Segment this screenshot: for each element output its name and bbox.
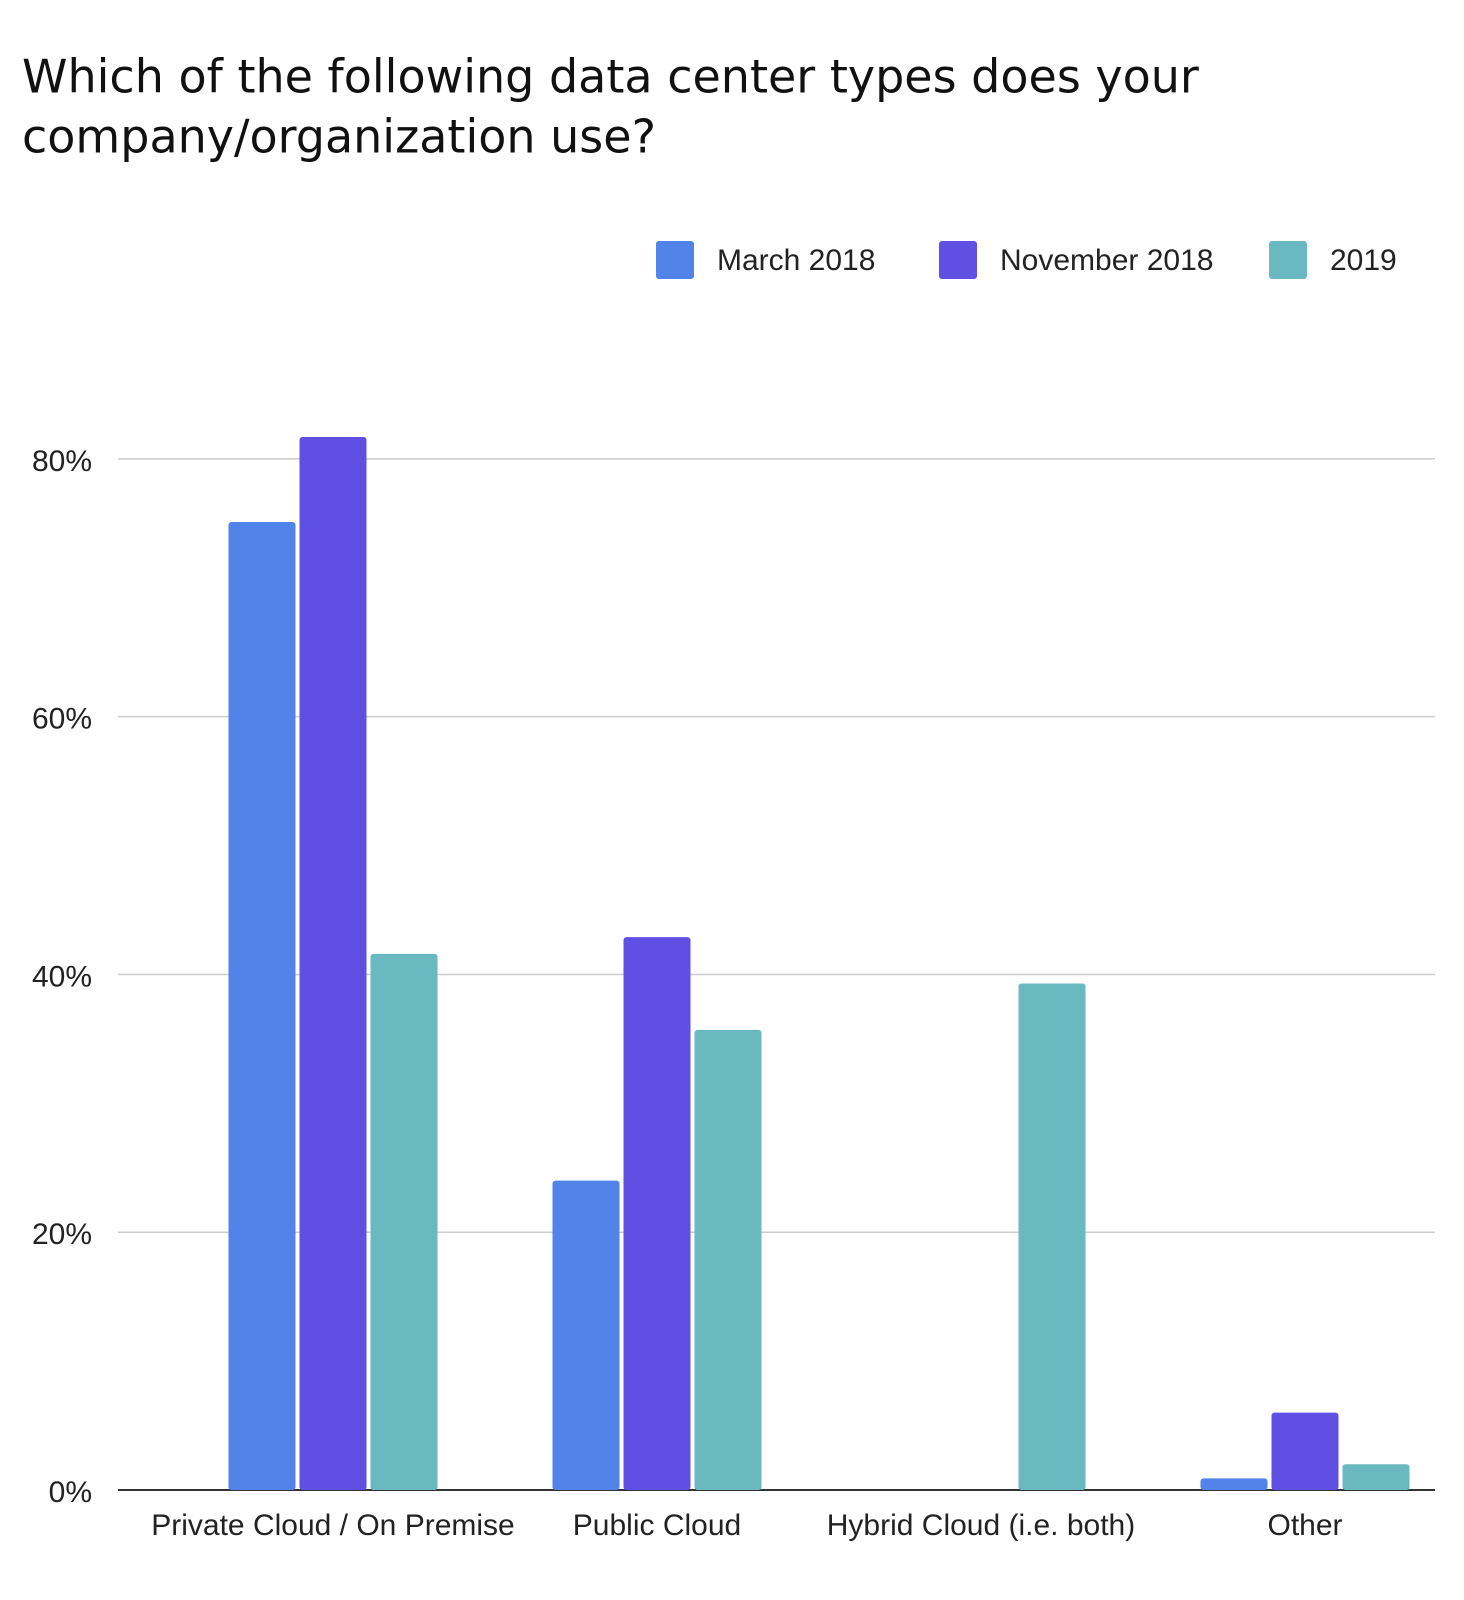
y-tick-label: 20% [32,1218,92,1251]
bar [1271,1412,1339,1490]
legend-label: March 2018 [717,244,875,277]
y-tick-label: 80% [32,445,92,478]
legend-swatch [939,241,977,279]
bar [1018,983,1086,1490]
y-tick-label: 40% [32,960,92,993]
bar [623,937,691,1490]
chart-title: Which of the following data center types… [22,50,1199,104]
y-tick-label: 60% [32,703,92,736]
x-tick-label: Private Cloud / On Premise [151,1509,514,1542]
x-tick-label: Hybrid Cloud (i.e. both) [827,1509,1135,1542]
bar [299,436,367,1490]
y-tick-label: 0% [49,1476,92,1509]
legend-swatch [656,241,694,279]
legend-label: November 2018 [1000,244,1213,277]
bar [370,953,438,1490]
bar [694,1029,762,1490]
bar [1342,1464,1410,1490]
legend-label: 2019 [1330,244,1397,277]
x-tick-label: Public Cloud [573,1509,741,1542]
legend-swatch [1269,241,1307,279]
bar [552,1180,620,1490]
chart-title: company/organization use? [22,110,656,164]
bar [1200,1478,1268,1490]
bar [228,522,296,1490]
x-tick-label: Other [1267,1509,1342,1542]
